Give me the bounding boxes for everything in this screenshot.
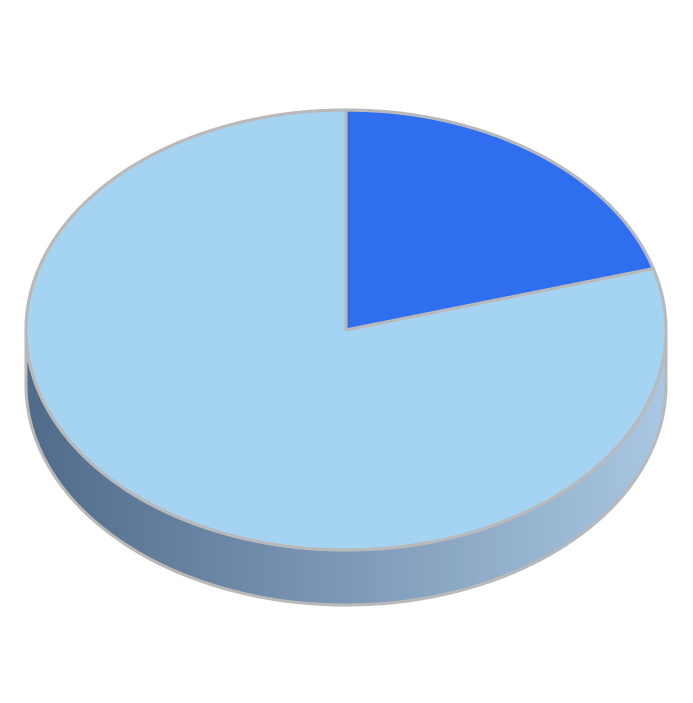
pie-chart-3d xyxy=(0,0,693,703)
pie-chart-svg xyxy=(0,0,693,703)
